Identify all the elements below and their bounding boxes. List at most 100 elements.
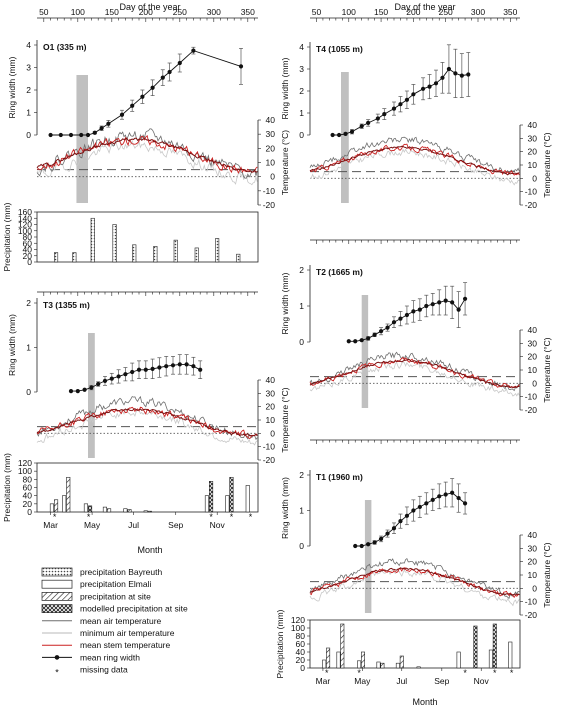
ring-width-point	[366, 542, 371, 547]
month-tick-label: Nov	[474, 676, 490, 686]
top-axis-label-right: Day of the year	[394, 2, 455, 12]
stem-temperature-smoothed-line	[309, 145, 520, 176]
day-axis-tick-label: 100	[342, 7, 356, 17]
month-tick-label: Jul	[128, 520, 139, 530]
missing-data-star: *	[493, 668, 497, 678]
temperature-tick-label: 30	[528, 133, 538, 143]
day-axis-tick-label: 50	[39, 7, 49, 17]
temperature-axis: -20 -10 0 10 20 30 40 Temperature (°C)	[519, 530, 552, 620]
ring-width-axis-label: Ring width (mm)	[7, 314, 17, 376]
temperature-tick-label: -20	[525, 610, 538, 620]
missing-data-star: *	[230, 512, 234, 522]
precipitation-tick-label: 40	[23, 245, 33, 255]
missing-data-star: *	[87, 512, 91, 522]
month-tick-label: May	[354, 676, 371, 686]
ring-width-point	[404, 97, 410, 102]
ring-width-point	[404, 312, 410, 318]
temperature-tick-label: 0	[532, 173, 537, 183]
precipitation-bar-open	[336, 651, 341, 669]
legend-label: precipitation Bayreuth	[80, 567, 162, 577]
precipitation-tick-label: 100	[18, 226, 32, 236]
legend-label: precipitation Elmali	[80, 579, 151, 589]
panel-t1: T1 (1960 m) 0 1 2 Ring width (mm) -20 -10 0 10 20…	[275, 439, 552, 686]
precipitation-bar-dots	[173, 239, 178, 263]
ring-width-point	[102, 378, 108, 383]
day-axis-tick-label: 200	[406, 7, 420, 17]
legend-swatch-bar-open	[41, 579, 73, 589]
precipitation-bar-dots	[132, 244, 137, 263]
precipitation-axis-label: Precipitation (mm)	[2, 202, 12, 271]
ring-width-point	[359, 124, 364, 129]
day-axis-tick-label: 300	[471, 7, 485, 17]
ring-width-point	[68, 132, 74, 138]
ring-width-tick-label: 3	[26, 63, 31, 73]
stem-temperature-line	[36, 134, 258, 174]
legend-label: minimum air temperature	[80, 628, 175, 638]
temperature-axis-label: Temperature (°C)	[542, 542, 552, 607]
precipitation-bar-open	[395, 662, 400, 669]
ring-width-point	[130, 369, 135, 375]
precipitation-bar-hatch	[147, 510, 152, 513]
precipitation-tick-label: 60	[23, 483, 33, 493]
legend-item: minimum air temperature	[42, 628, 175, 638]
stem-temperature-line	[309, 143, 520, 176]
ring-width-point	[375, 116, 380, 121]
ring-width-tick-label: 2	[299, 470, 304, 480]
precipitation-tick-label: 40	[23, 491, 33, 501]
top-axis-label-left: Day of the year	[119, 2, 180, 12]
temperature-tick-label: -20	[525, 200, 538, 210]
panel-t2: T2 (1665 m) 0 1 2 Ring width (mm) -20 -10 0 10 20…	[280, 239, 552, 415]
ring-width-point	[170, 363, 176, 368]
ring-width-point	[99, 126, 104, 131]
precipitation-bar-open	[245, 485, 250, 513]
temperature-axis-label: Temperature (°C)	[542, 132, 552, 197]
ring-width-point	[411, 309, 416, 314]
ring-width-point	[440, 75, 445, 80]
precipitation-bar-cross	[473, 625, 478, 669]
ring-width-tick-label: 4	[26, 40, 31, 50]
ring-width-tick-label: 1	[299, 301, 304, 311]
precipitation-frame	[36, 211, 259, 263]
stem-temperature-smoothed-line	[36, 137, 258, 173]
stem-temperature-line	[309, 356, 520, 389]
day-axis-tick-label: 200	[139, 7, 153, 17]
missing-data-star: *	[325, 668, 329, 678]
temperature-tick-label: 30	[266, 388, 276, 398]
ring-width-point	[450, 490, 455, 495]
precipitation-bar-open	[508, 641, 513, 669]
stem-temperature-smoothed-line	[309, 567, 520, 596]
ring-width-point	[143, 367, 148, 372]
legend-label: mean ring width	[80, 652, 140, 662]
precipitation-tick-label: 60	[23, 238, 33, 248]
month-tick-label: Jul	[396, 676, 407, 686]
ring-width-tick-label: 0	[299, 541, 304, 551]
precipitation-bar-dots	[53, 252, 59, 263]
min-air-temperature-line	[310, 148, 520, 186]
ring-width-tick-label: 0	[299, 337, 304, 347]
ring-width-point	[140, 94, 145, 99]
ring-width-point	[349, 129, 355, 134]
precipitation-tick-label: 80	[23, 232, 33, 242]
temperature-tick-label: 30	[528, 543, 538, 553]
day-axis: 50 100 150 200 250 300 350	[37, 7, 258, 22]
ring-width-point	[462, 501, 468, 506]
precipitation-bar-hatch	[66, 476, 71, 513]
ring-width-axis-label: Ring width (mm)	[280, 272, 290, 334]
temperature-tick-label: 20	[528, 352, 538, 362]
ring-width-point	[427, 84, 432, 89]
mean-air-temperature-line	[309, 557, 520, 600]
ring-width-point	[79, 132, 84, 138]
ring-width-point	[459, 73, 464, 78]
ring-width-tick-label: 1	[299, 108, 304, 118]
legend-item: * missing data	[55, 665, 128, 678]
precipitation-bar-open	[123, 508, 128, 513]
ring-width-point	[437, 300, 442, 305]
month-tick-label: May	[84, 520, 101, 530]
legend-item: mean stem temperature	[42, 640, 171, 650]
precipitation-bar-open	[225, 495, 230, 513]
temperature-tick-label: 40	[528, 325, 538, 335]
precipitation-bar-cross	[209, 481, 214, 513]
